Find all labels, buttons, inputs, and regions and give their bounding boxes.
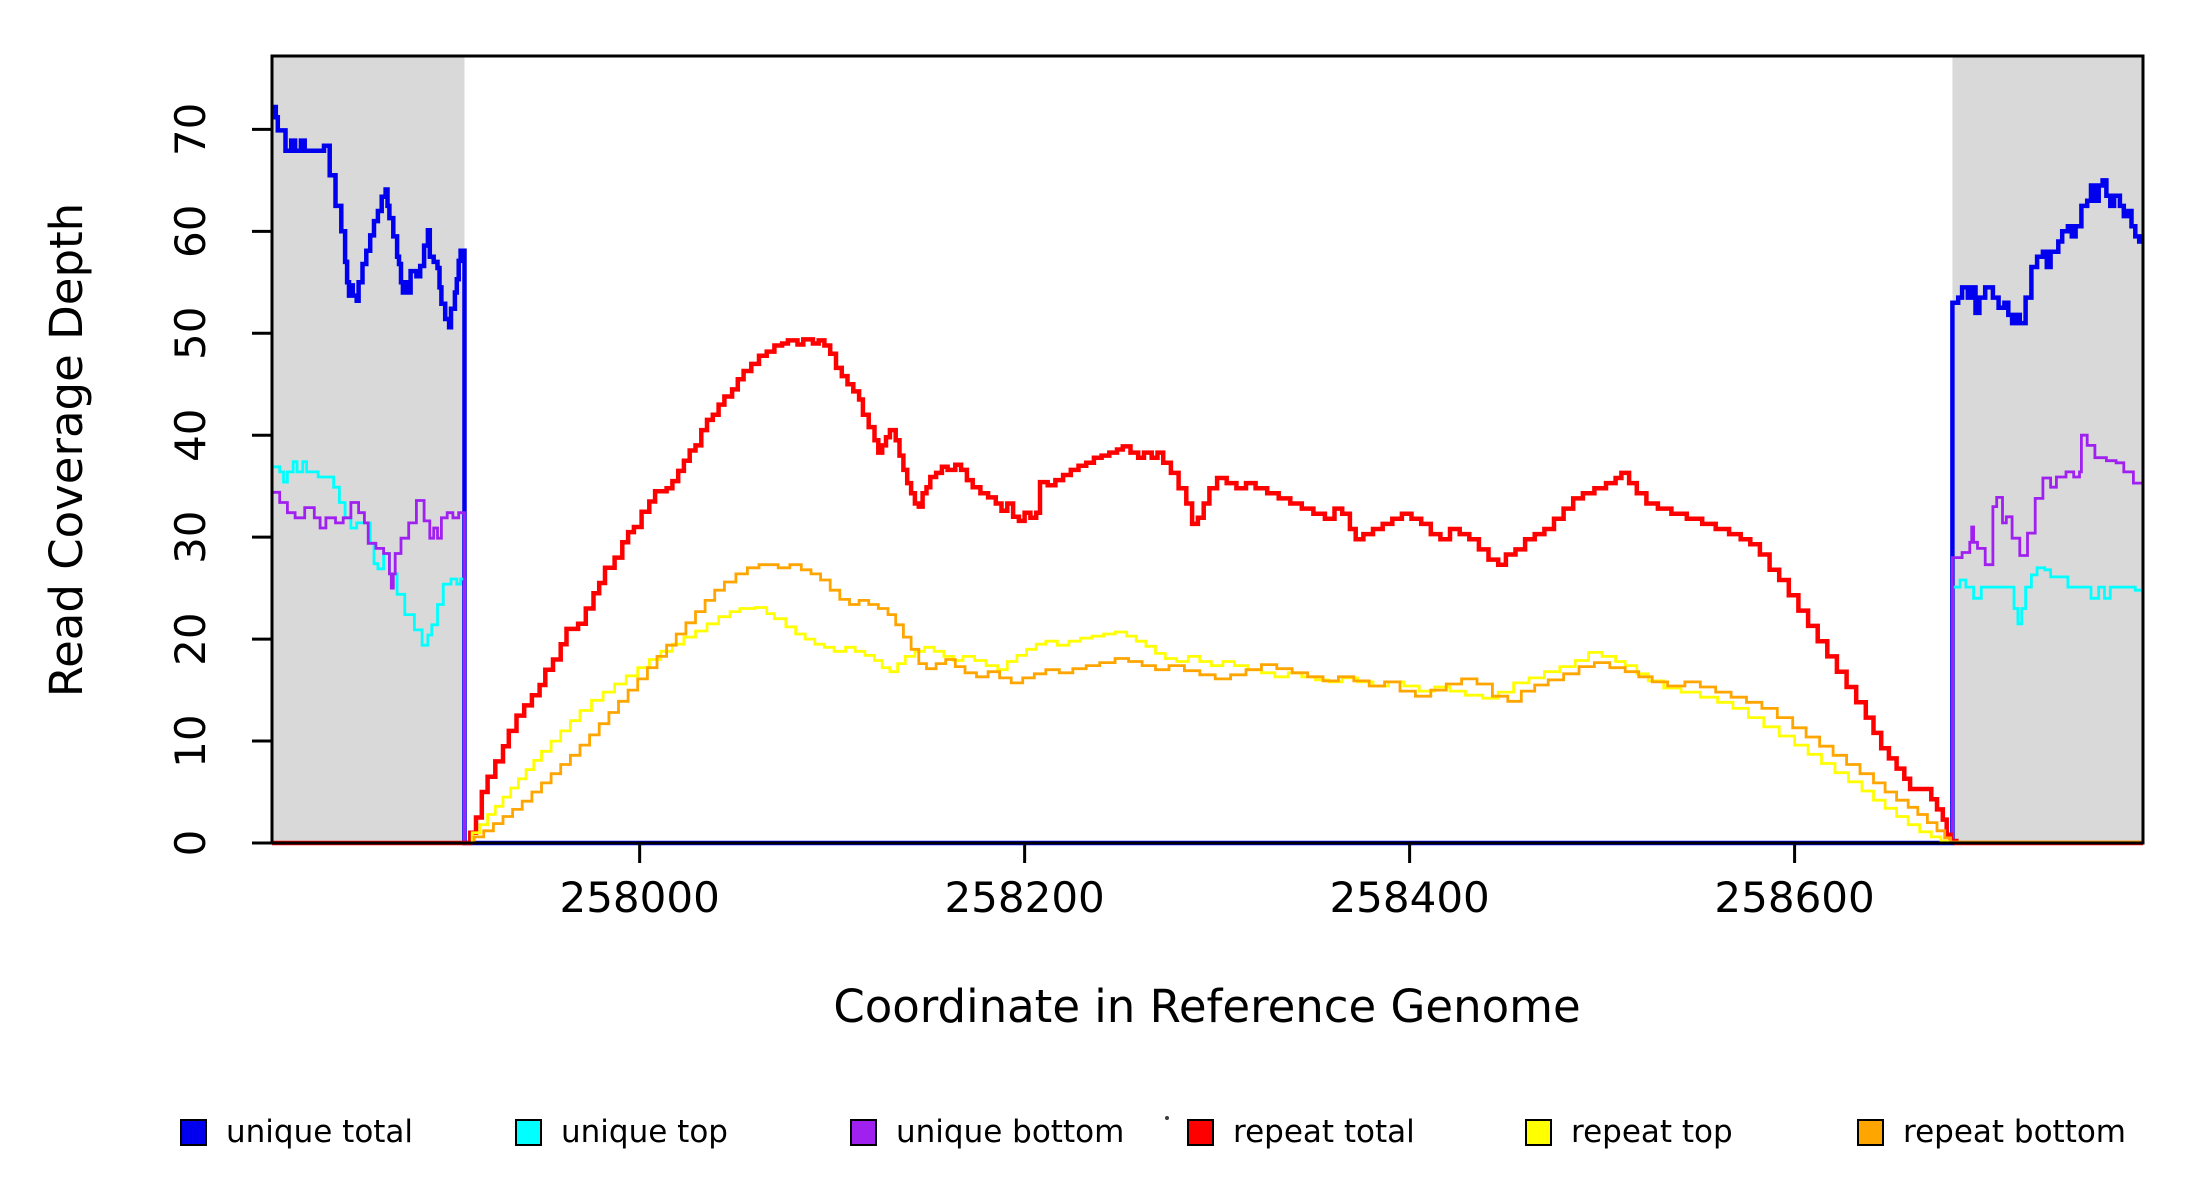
series-line-repeat-bottom	[272, 563, 2145, 845]
plot-box	[270, 54, 2145, 845]
legend-swatch-unique-total	[180, 1118, 207, 1146]
shaded-region-left-flank	[272, 56, 465, 843]
y-tick-label: 30	[166, 510, 215, 563]
y-tick-label: 70	[166, 103, 215, 156]
legend-label: repeat bottom	[1903, 1114, 2127, 1150]
legend-label: unique bottom	[896, 1114, 1125, 1150]
series-line-repeat-top	[272, 606, 2143, 845]
legend-item-repeat-top: repeat top	[1525, 1112, 1733, 1152]
series-line-unique-total	[272, 104, 2143, 846]
y-tick-label: 10	[166, 714, 215, 767]
y-tick-label: 60	[166, 205, 215, 258]
x-tick-label: 258600	[1714, 873, 1874, 922]
axes-layer: 258000 258200 258400 258600 0 10 20 30 40 50 60 70	[166, 54, 2145, 922]
x-tick-label: 258200	[944, 873, 1104, 922]
shaded-region-right-flank	[1952, 56, 2143, 843]
series-lines-layer	[272, 104, 2145, 846]
legend-swatch-repeat-total	[1187, 1118, 1214, 1146]
legend: unique total unique top unique bottom repea…	[0, 1112, 2200, 1156]
legend-item-unique-total: unique total	[180, 1112, 413, 1152]
legend-item-unique-top: unique top	[515, 1112, 728, 1152]
stray-dot-mark	[1165, 1116, 1169, 1120]
legend-label: repeat total	[1233, 1114, 1415, 1150]
legend-label: repeat top	[1571, 1114, 1733, 1150]
legend-label: unique total	[226, 1114, 414, 1150]
y-tick-label: 0	[166, 830, 215, 857]
series-line-repeat-total	[272, 337, 2143, 846]
legend-swatch-unique-top	[515, 1118, 542, 1146]
x-tick-label: 258400	[1329, 873, 1489, 922]
legend-label: unique top	[561, 1114, 728, 1150]
y-tick-label: 40	[166, 408, 215, 461]
series-line-unique-bottom	[272, 433, 2145, 845]
x-axis-label: Coordinate in Reference Genome	[833, 980, 1580, 1033]
legend-item-unique-bottom: unique bottom	[850, 1112, 1124, 1152]
y-tick-label: 50	[166, 307, 215, 360]
legend-swatch-repeat-top	[1525, 1118, 1552, 1146]
legend-item-repeat-bottom: repeat bottom	[1857, 1112, 2126, 1152]
legend-swatch-unique-bottom	[850, 1118, 877, 1146]
series-line-unique-top	[272, 460, 2143, 845]
legend-swatch-repeat-bottom	[1857, 1118, 1884, 1146]
x-tick-label: 258000	[559, 873, 719, 922]
shaded-regions-layer	[272, 56, 2143, 843]
y-axis-label: Read Coverage Depth	[40, 203, 93, 697]
legend-item-repeat-total: repeat total	[1187, 1112, 1415, 1152]
y-tick-label: 20	[166, 612, 215, 665]
